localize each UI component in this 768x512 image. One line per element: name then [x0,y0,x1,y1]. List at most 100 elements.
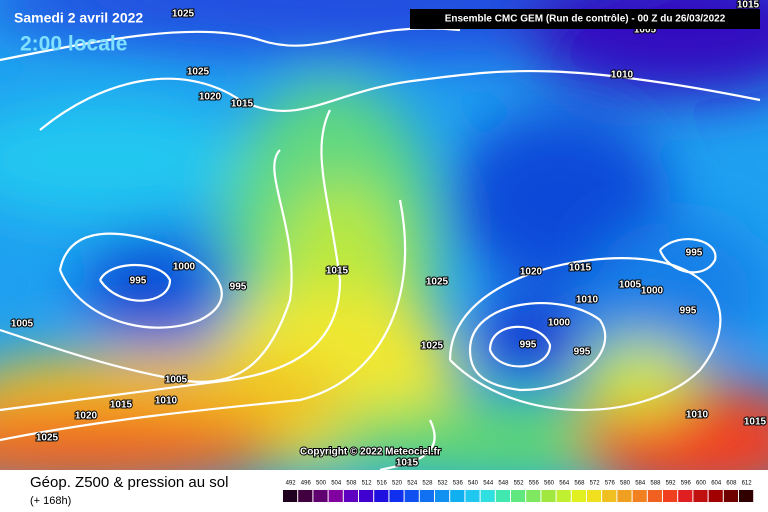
isobar-label: 1025 [187,67,210,78]
isobar-label: 995 [230,282,247,293]
colorbar-label: 512 [362,481,373,487]
isobar-label: 1000 [641,286,664,297]
isobar-label: 995 [574,347,591,358]
colorbar-label: 516 [377,481,388,487]
isobar-label: 1015 [396,458,419,469]
colorbar-label: 576 [605,481,616,487]
colorbar-label: 608 [726,481,737,487]
local-time: 2:00 locale [20,33,127,56]
colorbar-label: 604 [711,481,722,487]
colorbar-label: 556 [529,481,540,487]
geopotential-field [0,0,768,470]
isobar-label: 995 [520,340,537,351]
isobar-label: 1020 [199,92,222,103]
colorbar-swatch [617,490,632,502]
isobar-label: 995 [130,276,147,287]
colorbar-swatch [678,490,693,502]
colorbar-label: 528 [422,481,433,487]
colorbar: 492 496 500 504 508 512 516 520 524 528 532 536 540 5… [283,481,754,502]
colorbar-swatch [404,490,419,502]
map-date: Samedi 2 avril 2022 [14,10,143,26]
colorbar-label: 568 [574,481,585,487]
colorbar-label: 536 [453,481,464,487]
colorbar-label: 552 [514,481,525,487]
colorbar-label: 532 [438,481,449,487]
isobar-label: 1015 [737,0,760,11]
colorbar-swatch [328,490,343,502]
isobar-label: 1000 [173,262,196,273]
colorbar-label: 560 [544,481,555,487]
isobar-label: 1015 [231,99,254,110]
colorbar-label: 540 [468,481,479,487]
colorbar-label: 588 [650,481,661,487]
isobar-label: 1005 [165,375,188,386]
copyright: Copyright © 2022 Meteociel.fr [300,447,441,458]
colorbar-swatch [526,490,541,502]
isobar-label: 1015 [110,400,133,411]
colorbar-swatch [647,490,662,502]
isobar-label: 1005 [619,280,642,291]
colorbar-swatch [632,490,647,502]
colorbar-label: 580 [620,481,631,487]
isobar-label: 1000 [548,318,571,329]
colorbar-swatch [435,490,450,502]
colorbar-label: 500 [316,481,327,487]
colorbar-swatch [359,490,374,502]
colorbar-label: 524 [407,481,418,487]
colorbar-swatch [450,490,465,502]
isobar-label: 995 [686,248,703,259]
lead-time: (+ 168h) [30,495,71,507]
colorbar-label: 548 [498,481,509,487]
colorbar-swatch [480,490,495,502]
colorbar-label: 584 [635,481,646,487]
colorbar-label: 596 [681,481,692,487]
colorbar-swatch [602,490,617,502]
colorbar-swatch [663,490,678,502]
colorbar-swatch [298,490,313,502]
isobar-label: 1020 [520,267,543,278]
isobar-label: 1025 [36,433,59,444]
colorbar-swatch [587,490,602,502]
product-title: Géop. Z500 & pression au sol [30,474,228,491]
colorbar-label: 564 [559,481,570,487]
colorbar-swatch [511,490,526,502]
run-banner [410,9,760,29]
colorbar-swatch [723,490,738,502]
isobar-label: 1010 [611,70,634,81]
isobar-label: 1015 [744,417,767,428]
isobar-label: 1015 [326,266,349,277]
colorbar-swatch [374,490,389,502]
colorbar-label: 544 [483,481,494,487]
isobar-label: 1025 [172,9,195,20]
colorbar-swatch [389,490,404,502]
colorbar-swatch [708,490,723,502]
colorbar-swatch [465,490,480,502]
isobar-label: 1005 [11,319,34,330]
isobar-labels: 1025 1025 1020 1015 995 1000 995 1015 1025 1025 10… [10,0,768,470]
isobar-label: 995 [680,306,697,317]
isobar-label: 1015 [569,263,592,274]
colorbar-swatch [693,490,708,502]
colorbar-label: 592 [666,481,677,487]
colorbar-label: 572 [590,481,601,487]
colorbar-label: 600 [696,481,707,487]
isobar-label: 1010 [576,295,599,306]
colorbar-swatch [283,490,298,502]
colorbar-swatch [495,490,510,502]
colorbar-swatch [313,490,328,502]
colorbar-swatch [419,490,434,502]
run-info: Ensemble CMC GEM (Run de contrôle) - 00 … [445,14,726,25]
isobar-label: 1025 [421,341,444,352]
colorbar-swatch [343,490,358,502]
colorbar-label: 520 [392,481,403,487]
colorbar-label: 504 [331,481,342,487]
colorbar-label: 496 [301,481,312,487]
isobar-label: 1010 [686,410,709,421]
colorbar-swatch [556,490,571,502]
isobar-label: 1010 [155,396,178,407]
colorbar-label: 612 [742,481,753,487]
isobar-label: 1020 [75,411,98,422]
colorbar-swatch [571,490,586,502]
isobar-label: 1025 [426,277,449,288]
